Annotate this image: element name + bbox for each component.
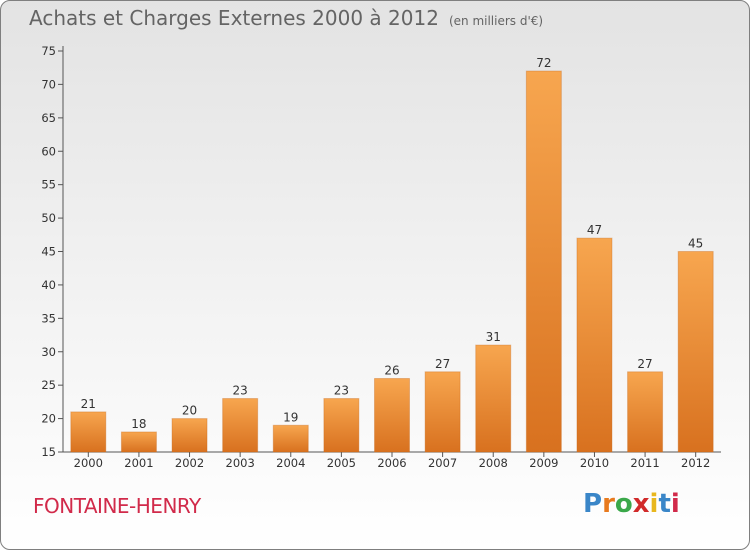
bar-outline [323, 398, 360, 453]
x-tick-label: 2002 [175, 456, 204, 470]
x-tick-label: 2012 [681, 456, 710, 470]
y-tick-label: 60 [41, 144, 56, 158]
bar-value-label: 72 [536, 56, 551, 70]
bar [576, 238, 612, 452]
y-tick-label: 65 [41, 111, 56, 125]
bar-outline [222, 398, 259, 453]
bar-outline [677, 251, 714, 453]
y-tick-label: 55 [41, 178, 56, 192]
x-tick-label: 2011 [630, 456, 659, 470]
bar [425, 371, 461, 452]
x-tick-label: 2008 [479, 456, 508, 470]
bar-outline [424, 371, 461, 453]
bar [70, 411, 106, 452]
bar-value-label: 18 [131, 417, 146, 431]
y-tick-label: 70 [41, 77, 56, 91]
y-tick-label: 20 [41, 412, 56, 426]
bar-outline [70, 411, 107, 453]
bar-value-label: 20 [182, 404, 197, 418]
bar-outline [475, 344, 512, 453]
bar-value-label: 27 [637, 357, 652, 371]
y-tick-label: 35 [41, 311, 56, 325]
bar-outline [525, 70, 562, 453]
bar-outline [576, 237, 613, 453]
bars [70, 70, 714, 453]
bar [323, 398, 359, 452]
y-tick-label: 75 [41, 44, 56, 58]
logo-letter: o [614, 489, 633, 519]
x-tick-label: 2007 [428, 456, 457, 470]
logo-letter: r [602, 489, 615, 519]
title-unit: (en milliers d'€) [448, 14, 544, 28]
bar-value-label: 31 [486, 330, 501, 344]
bar-outline [171, 418, 208, 453]
x-tick-label: 2004 [276, 456, 305, 470]
x-tick-label: 2006 [377, 456, 406, 470]
x-tick-label: 2000 [74, 456, 103, 470]
bar-value-label: 27 [435, 357, 450, 371]
bar [121, 431, 157, 452]
y-tick-label: 25 [41, 378, 56, 392]
bar [526, 71, 562, 453]
bar [627, 371, 663, 452]
x-tick-label: 2003 [226, 456, 255, 470]
location-name: FONTAINE-HENRY [33, 494, 201, 518]
logo-letter: i [670, 489, 680, 519]
proxiti-logo: Proxiti [583, 489, 680, 519]
bar-outline [272, 424, 309, 453]
bar-value-label: 23 [334, 384, 349, 398]
bar-value-label: 23 [233, 384, 248, 398]
y-tick-label: 40 [41, 278, 56, 292]
logo-letter: t [658, 489, 671, 519]
bar-value-label: 26 [384, 363, 399, 377]
labels: 21 18 20 23 19 23 26 27 31 72 47 27 45 [81, 56, 704, 431]
chart-title: Achats et Charges Externes 2000 à 2012 (e… [29, 6, 543, 30]
bar [475, 345, 511, 452]
logo-letter: x [632, 489, 650, 519]
bar [222, 398, 258, 452]
bar-outline [374, 377, 410, 453]
bar-value-label: 47 [587, 223, 602, 237]
bar-value-label: 19 [283, 410, 298, 424]
bar [678, 251, 714, 452]
x-tick-label: 2009 [529, 456, 558, 470]
x-tick-label: 2001 [124, 456, 153, 470]
y-tick-label: 30 [41, 345, 56, 359]
axes: 15 20 25 30 35 40 45 50 55 60 65 70 75 2000 2001 2002 20… [41, 44, 721, 470]
bar-outline [627, 371, 664, 453]
bar [273, 425, 309, 452]
x-tick-label: 2005 [327, 456, 356, 470]
x-tick-label: 2010 [580, 456, 609, 470]
bar-value-label: 45 [688, 237, 703, 251]
bar [172, 418, 208, 452]
title-main: Achats et Charges Externes 2000 à 2012 [29, 6, 439, 30]
y-tick-label: 15 [41, 445, 56, 459]
y-tick-label: 50 [41, 211, 56, 225]
y-tick-label: 45 [41, 245, 56, 259]
bar-outline [120, 431, 157, 453]
bar-value-label: 21 [81, 397, 96, 411]
bar [374, 378, 410, 452]
logo-letter: P [583, 489, 603, 519]
logo-letter: i [649, 489, 659, 519]
